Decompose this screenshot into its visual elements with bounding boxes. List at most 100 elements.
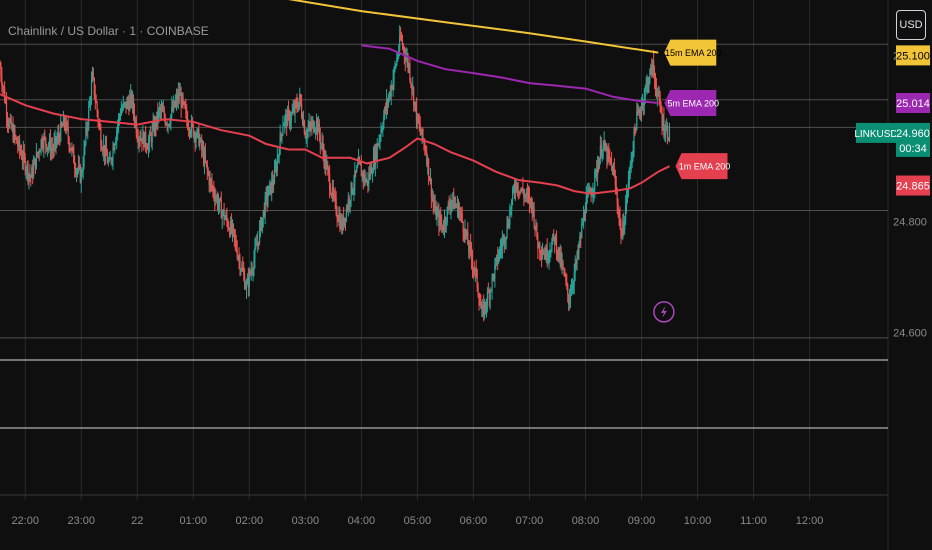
candle-up bbox=[123, 103, 125, 105]
candle-up bbox=[118, 115, 121, 118]
candle-down bbox=[99, 123, 101, 130]
candle-down bbox=[375, 147, 377, 160]
candle-down bbox=[113, 147, 115, 150]
candle-down bbox=[621, 235, 623, 239]
candle-down bbox=[239, 258, 241, 271]
candle-down bbox=[562, 262, 564, 268]
time-axis[interactable]: 22:00 23:00 22 01:00 02:00 03:00 04:00 05:00 06:… bbox=[11, 515, 823, 527]
candle-down bbox=[187, 119, 189, 129]
candle-up bbox=[107, 160, 109, 164]
candle-down bbox=[477, 287, 479, 296]
candle-up bbox=[354, 170, 356, 186]
candle-down bbox=[295, 102, 297, 104]
candle-up bbox=[593, 188, 595, 193]
candle-up bbox=[597, 166, 599, 176]
candle-up bbox=[218, 198, 221, 205]
candle-up bbox=[343, 217, 346, 226]
candle-down bbox=[92, 71, 94, 78]
symbol-title[interactable]: Chainlink / US Dollar · 1 · COINBASE bbox=[8, 24, 209, 38]
candle-down bbox=[263, 209, 265, 217]
price-badge bbox=[896, 93, 930, 114]
horizontal-levels bbox=[0, 43, 888, 339]
candle-up bbox=[312, 121, 314, 124]
candle-up bbox=[365, 181, 367, 183]
candle-up bbox=[26, 164, 28, 171]
candle-down bbox=[334, 195, 336, 199]
candle-down bbox=[59, 136, 61, 141]
candle-down bbox=[146, 148, 149, 150]
candle-up bbox=[626, 193, 629, 195]
candle-up bbox=[380, 130, 382, 138]
candle-up bbox=[307, 128, 309, 131]
candle-up bbox=[241, 266, 243, 271]
candle-up bbox=[666, 126, 668, 129]
candle-up bbox=[193, 133, 195, 137]
candle-down bbox=[2, 85, 4, 87]
candle-down bbox=[86, 128, 88, 131]
candle-down bbox=[183, 101, 185, 103]
candle-up bbox=[466, 231, 468, 236]
currency-button[interactable]: USD bbox=[896, 10, 926, 40]
candle-up bbox=[484, 302, 486, 316]
candle-down bbox=[166, 123, 168, 127]
ema-label-text: 5m EMA 200 bbox=[668, 99, 720, 109]
candle-down bbox=[589, 188, 591, 193]
candle-down bbox=[460, 212, 462, 214]
candle-up bbox=[662, 117, 664, 125]
candle-up bbox=[579, 236, 581, 246]
candle-down bbox=[94, 95, 96, 101]
candle-up bbox=[594, 171, 596, 189]
candle-down bbox=[219, 198, 221, 201]
candle-up bbox=[557, 247, 559, 254]
candle-up bbox=[632, 151, 634, 155]
candle-up bbox=[345, 208, 348, 220]
candle-down bbox=[522, 187, 524, 193]
candle-down bbox=[448, 204, 450, 208]
candle-up bbox=[512, 188, 515, 190]
candle-up bbox=[48, 139, 51, 146]
candle-up bbox=[140, 138, 142, 141]
candle-down bbox=[507, 223, 509, 228]
candle-up bbox=[366, 179, 368, 182]
candle-down bbox=[360, 165, 362, 177]
candle-down bbox=[21, 158, 24, 161]
price-badge bbox=[896, 175, 930, 196]
time-tick-label: 11:00 bbox=[740, 515, 767, 527]
candle-up bbox=[35, 152, 38, 169]
candle-up bbox=[83, 147, 85, 167]
candle-up bbox=[116, 130, 118, 141]
candle-down bbox=[202, 148, 205, 164]
time-tick-label: 08:00 bbox=[572, 515, 600, 527]
candle-down bbox=[227, 220, 229, 228]
candle-up bbox=[257, 241, 259, 246]
candle-down bbox=[531, 203, 533, 213]
candle-up bbox=[554, 236, 557, 244]
candle-up bbox=[120, 110, 122, 115]
candle-down bbox=[420, 131, 422, 135]
candle-up bbox=[124, 101, 126, 104]
candle-up bbox=[202, 148, 204, 150]
candle-down bbox=[346, 208, 348, 210]
candle-down bbox=[280, 133, 282, 135]
candle-up bbox=[445, 222, 447, 224]
candle-down bbox=[533, 207, 535, 227]
candle-down bbox=[201, 138, 203, 150]
candle-up bbox=[65, 122, 67, 130]
candle-down bbox=[658, 91, 660, 99]
candle-down bbox=[518, 191, 520, 194]
event-marker[interactable] bbox=[653, 301, 675, 323]
candle-down bbox=[210, 179, 212, 182]
candle-up bbox=[265, 192, 267, 197]
candle-up bbox=[222, 209, 224, 213]
candle-down bbox=[440, 215, 442, 223]
candle-up bbox=[82, 166, 84, 173]
candle-up bbox=[267, 195, 269, 202]
candle-down bbox=[525, 195, 527, 197]
candle-down bbox=[520, 189, 522, 191]
candle-up bbox=[108, 158, 110, 161]
candle-up bbox=[549, 253, 551, 255]
candle-down bbox=[70, 148, 72, 151]
candle-up bbox=[47, 147, 49, 151]
price-axis[interactable]: 25.10024.80024.60025.10025.014LINKUSD24.… bbox=[854, 45, 930, 339]
